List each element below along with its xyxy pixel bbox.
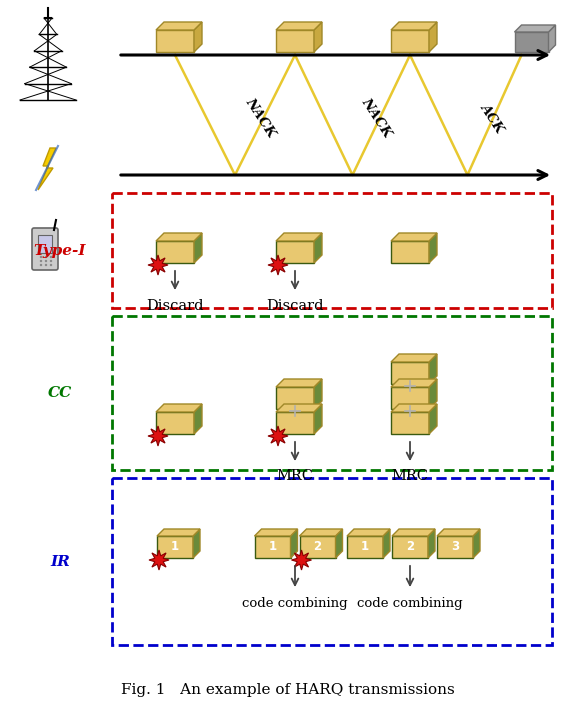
Text: code combining: code combining [242,597,348,609]
Bar [157,536,193,558]
Polygon shape [391,22,437,30]
Bar [112,316,552,470]
Text: 1: 1 [268,541,276,554]
Polygon shape [335,529,343,558]
Polygon shape [276,404,322,412]
Circle shape [45,256,47,258]
Polygon shape [290,529,297,558]
Polygon shape [429,379,437,409]
Text: MRC: MRC [392,469,429,483]
Polygon shape [156,233,202,241]
Bar [391,241,429,263]
Circle shape [40,260,42,262]
Circle shape [40,264,42,266]
Circle shape [50,260,52,262]
Polygon shape [391,354,437,362]
Polygon shape [429,404,437,434]
Polygon shape [156,22,202,30]
Polygon shape [255,529,297,536]
Text: Discard: Discard [146,299,204,313]
Polygon shape [429,233,437,263]
Circle shape [45,260,47,262]
Polygon shape [392,529,435,536]
Polygon shape [428,529,435,558]
Polygon shape [291,550,312,570]
Polygon shape [148,255,168,275]
Bar [300,536,335,558]
Bar [112,478,552,645]
Polygon shape [314,233,322,263]
Bar [391,412,429,434]
Text: 2: 2 [313,541,321,554]
Bar [392,536,428,558]
Text: 2: 2 [406,541,414,554]
Bar [156,241,194,263]
Polygon shape [347,529,390,536]
Text: Type-I: Type-I [34,244,86,258]
Bar [112,193,552,308]
FancyBboxPatch shape [32,228,58,270]
Circle shape [40,256,42,258]
Polygon shape [194,404,202,434]
Polygon shape [268,426,288,446]
Polygon shape [383,529,390,558]
Bar [276,412,314,434]
Bar [391,362,429,384]
Bar [437,536,473,558]
Polygon shape [548,25,555,52]
Text: NACK: NACK [359,96,394,140]
Polygon shape [391,379,437,387]
Polygon shape [276,233,322,241]
Polygon shape [156,404,202,412]
Polygon shape [314,22,322,52]
Text: 3: 3 [451,541,459,554]
Text: 1: 1 [361,541,369,554]
Bar [347,536,383,558]
Bar [255,536,290,558]
Text: IR: IR [50,554,70,568]
Polygon shape [391,404,437,412]
Polygon shape [437,529,480,536]
Polygon shape [193,529,200,558]
Polygon shape [300,529,343,536]
Circle shape [50,256,52,258]
Polygon shape [473,529,480,558]
Text: Fig. 1   An example of HARQ transmissions: Fig. 1 An example of HARQ transmissions [121,683,455,697]
Bar [391,387,429,409]
Bar [276,241,314,263]
Polygon shape [268,255,288,275]
Polygon shape [391,233,437,241]
Bar [156,412,194,434]
Text: NACK: NACK [242,96,278,140]
Polygon shape [276,22,322,30]
Polygon shape [276,379,322,387]
Text: ACK: ACK [478,101,506,135]
Text: Discard: Discard [266,299,324,313]
Polygon shape [314,379,322,409]
Circle shape [45,264,47,266]
Polygon shape [148,426,168,446]
Text: 1: 1 [171,541,179,554]
Bar [38,235,52,253]
Polygon shape [194,233,202,263]
Polygon shape [149,550,169,570]
Polygon shape [157,529,200,536]
Text: CC: CC [48,386,72,400]
Polygon shape [514,25,555,32]
Bar [276,30,314,52]
Text: code combining: code combining [357,597,463,609]
Polygon shape [194,22,202,52]
Polygon shape [429,354,437,384]
Circle shape [50,264,52,266]
Bar [514,32,548,52]
Polygon shape [38,148,56,190]
Text: MRC: MRC [276,469,313,483]
Bar [391,30,429,52]
Bar [156,30,194,52]
Bar [276,387,314,409]
Polygon shape [314,404,322,434]
Polygon shape [429,22,437,52]
